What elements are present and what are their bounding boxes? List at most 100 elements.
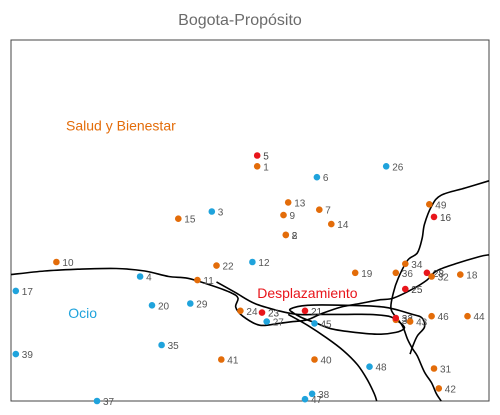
point-label-43: 43 [416, 318, 428, 329]
data-point-43 [406, 318, 414, 325]
point-label-42: 42 [445, 384, 457, 395]
point-label-15: 15 [184, 215, 196, 226]
data-point-27 [263, 318, 271, 325]
chart-title: Bogota-Propósito [178, 12, 302, 29]
point-label-5: 5 [263, 152, 269, 163]
point-label-26: 26 [392, 162, 404, 173]
data-point-26 [382, 163, 390, 170]
point-label-17: 17 [22, 287, 34, 298]
data-point-39 [12, 350, 20, 358]
point-label-39: 39 [22, 350, 34, 361]
point-label-19: 19 [361, 269, 373, 280]
point-label-28: 28 [433, 269, 445, 280]
point-label-35: 35 [168, 341, 180, 352]
point-label-11: 11 [203, 276, 214, 287]
data-point-25 [402, 285, 409, 293]
data-point-6 [313, 173, 321, 181]
data-point-10 [53, 258, 60, 266]
boundary-curves [10, 180, 490, 402]
data-point-29 [187, 300, 194, 307]
data-point-1 [253, 163, 261, 170]
boundary-curve-4 [287, 313, 378, 402]
data-point-36 [392, 269, 400, 277]
point-label-4: 4 [146, 273, 152, 284]
data-point-42 [435, 385, 443, 392]
point-label-34: 34 [411, 260, 423, 271]
point-label-20: 20 [158, 301, 170, 312]
data-point-9 [280, 211, 287, 219]
point-label-37: 37 [103, 397, 115, 408]
data-point-13 [284, 199, 292, 206]
data-point-37 [93, 397, 101, 405]
point-label-14: 14 [337, 220, 349, 231]
data-point-31 [430, 365, 438, 372]
data-point-33 [392, 314, 400, 322]
data-point-34 [402, 260, 409, 268]
point-label-25: 25 [411, 285, 423, 296]
data-point-3 [208, 208, 216, 215]
point-label-24: 24 [246, 307, 258, 318]
point-label-10: 10 [62, 258, 74, 269]
data-point-40 [311, 356, 318, 363]
point-label-45: 45 [321, 319, 333, 330]
data-point-8 [282, 231, 290, 239]
point-label-2: 2 [292, 231, 298, 242]
data-point-14 [328, 220, 335, 228]
boundary-curve-3 [216, 281, 426, 355]
plot-frame [10, 39, 490, 402]
data-point-21 [301, 307, 309, 315]
data-point-16 [430, 213, 438, 221]
point-label-9: 9 [290, 211, 296, 222]
point-label-13: 13 [294, 198, 306, 209]
point-label-16: 16 [440, 213, 452, 224]
data-point-22 [213, 262, 220, 269]
boundary-curve-1 [10, 254, 490, 327]
point-label-38: 38 [318, 390, 330, 401]
data-point-15 [175, 215, 182, 222]
data-point-38 [308, 390, 316, 398]
region-label-1: Salud y Bienestar [66, 117, 176, 133]
data-point-23 [258, 309, 266, 316]
data-point-24 [237, 307, 244, 315]
point-label-32: 32 [438, 273, 450, 284]
data-point-49 [426, 201, 433, 208]
point-label-49: 49 [435, 200, 447, 211]
point-label-22: 22 [223, 262, 235, 273]
data-point-47 [301, 395, 309, 403]
data-point-12 [249, 258, 256, 266]
point-label-21: 21 [311, 307, 323, 318]
point-label-1: 1 [263, 162, 269, 173]
data-point-17 [12, 287, 20, 295]
data-point-4 [136, 273, 144, 280]
data-point-7 [316, 206, 323, 213]
data-point-19 [351, 269, 359, 277]
point-label-7: 7 [325, 206, 331, 217]
point-label-23: 23 [268, 309, 280, 320]
point-label-31: 31 [440, 365, 452, 376]
data-point-18 [457, 271, 464, 278]
point-label-27: 27 [273, 318, 285, 329]
point-label-18: 18 [466, 271, 478, 282]
boundary-curve-2 [390, 180, 490, 402]
data-point-45 [311, 320, 318, 327]
point-label-47: 47 [311, 395, 323, 406]
data-point-48 [366, 363, 373, 371]
data-point-28 [423, 269, 431, 277]
region-labels: Salud y Bienestar Ocio Desplazamiento [66, 117, 358, 321]
point-label-3: 3 [218, 208, 224, 219]
data-point-46 [428, 312, 435, 320]
region-label-3: Desplazamiento [257, 285, 358, 301]
data-point-11 [194, 276, 201, 284]
point-label-29: 29 [196, 300, 208, 311]
point-label-12: 12 [258, 258, 270, 269]
region-label-2: Ocio [68, 305, 97, 321]
point-label-46: 46 [438, 312, 450, 323]
data-point-20 [148, 302, 156, 309]
data-point-5 [253, 152, 261, 159]
point-label-41: 41 [227, 356, 239, 367]
point-label-36: 36 [402, 269, 414, 280]
point-label-6: 6 [323, 173, 329, 184]
data-point-41 [218, 356, 225, 363]
